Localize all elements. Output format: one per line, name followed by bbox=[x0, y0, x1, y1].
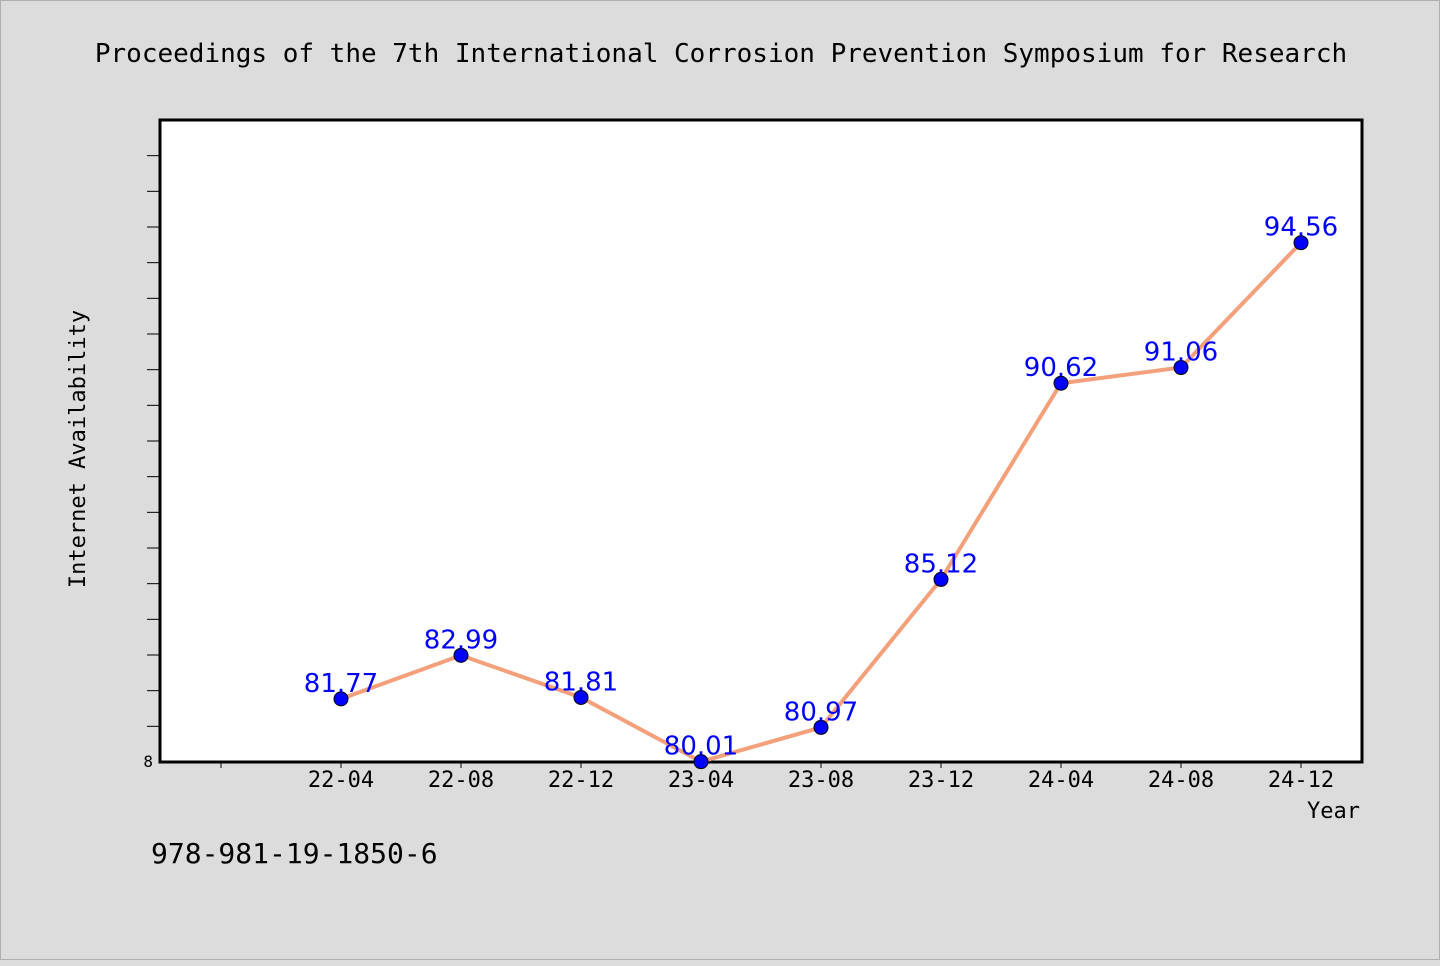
x-axis-ticks: 22-04 22-08 22-12 23-04 23-08 23-12 24-04 24-08… bbox=[220, 763, 1334, 793]
x-tick-label: 23-12 bbox=[908, 768, 974, 793]
data-label: 80.01 bbox=[664, 732, 738, 762]
data-point bbox=[933, 571, 949, 587]
x-tick-label: 24-04 bbox=[1028, 768, 1094, 793]
x-axis-label: Year bbox=[1307, 799, 1360, 824]
plot-area bbox=[158, 118, 1364, 764]
y-tick-label: 8 bbox=[143, 752, 153, 771]
chart-title: Proceedings of the 7th International Cor… bbox=[95, 39, 1347, 69]
x-tick-label: 24-12 bbox=[1268, 768, 1334, 793]
data-point bbox=[813, 719, 829, 735]
x-tick-label: 23-04 bbox=[668, 768, 734, 793]
y-axis-ticks bbox=[147, 155, 159, 727]
x-tick-label: 22-04 bbox=[308, 768, 374, 793]
x-tick-label: 24-08 bbox=[1148, 768, 1214, 793]
data-point bbox=[1173, 360, 1189, 376]
data-point bbox=[693, 754, 709, 770]
data-label: 90.62 bbox=[1024, 353, 1098, 383]
data-label: 81.81 bbox=[544, 667, 618, 697]
data-label: 80.97 bbox=[784, 697, 858, 727]
data-label: 81.77 bbox=[304, 669, 378, 699]
data-label: 85.12 bbox=[904, 549, 978, 579]
data-point bbox=[573, 689, 589, 705]
x-tick-label: 22-12 bbox=[548, 768, 614, 793]
x-tick-label: 23-08 bbox=[788, 768, 854, 793]
data-point bbox=[333, 691, 349, 707]
data-label: 91.06 bbox=[1144, 338, 1218, 368]
data-point bbox=[1293, 235, 1309, 251]
data-point bbox=[453, 647, 469, 663]
data-label: 94.56 bbox=[1264, 213, 1338, 243]
x-tick-label: 22-08 bbox=[428, 768, 494, 793]
series-group: 81.77 82.99 81.81 80.01 80.97 85.12 90.62 91.06… bbox=[304, 213, 1338, 770]
y-axis-label: Internet Availability bbox=[66, 310, 91, 588]
isbn-footnote: 978-981-19-1850-6 bbox=[151, 837, 438, 870]
data-point bbox=[1053, 375, 1069, 391]
data-label: 82.99 bbox=[424, 625, 498, 655]
